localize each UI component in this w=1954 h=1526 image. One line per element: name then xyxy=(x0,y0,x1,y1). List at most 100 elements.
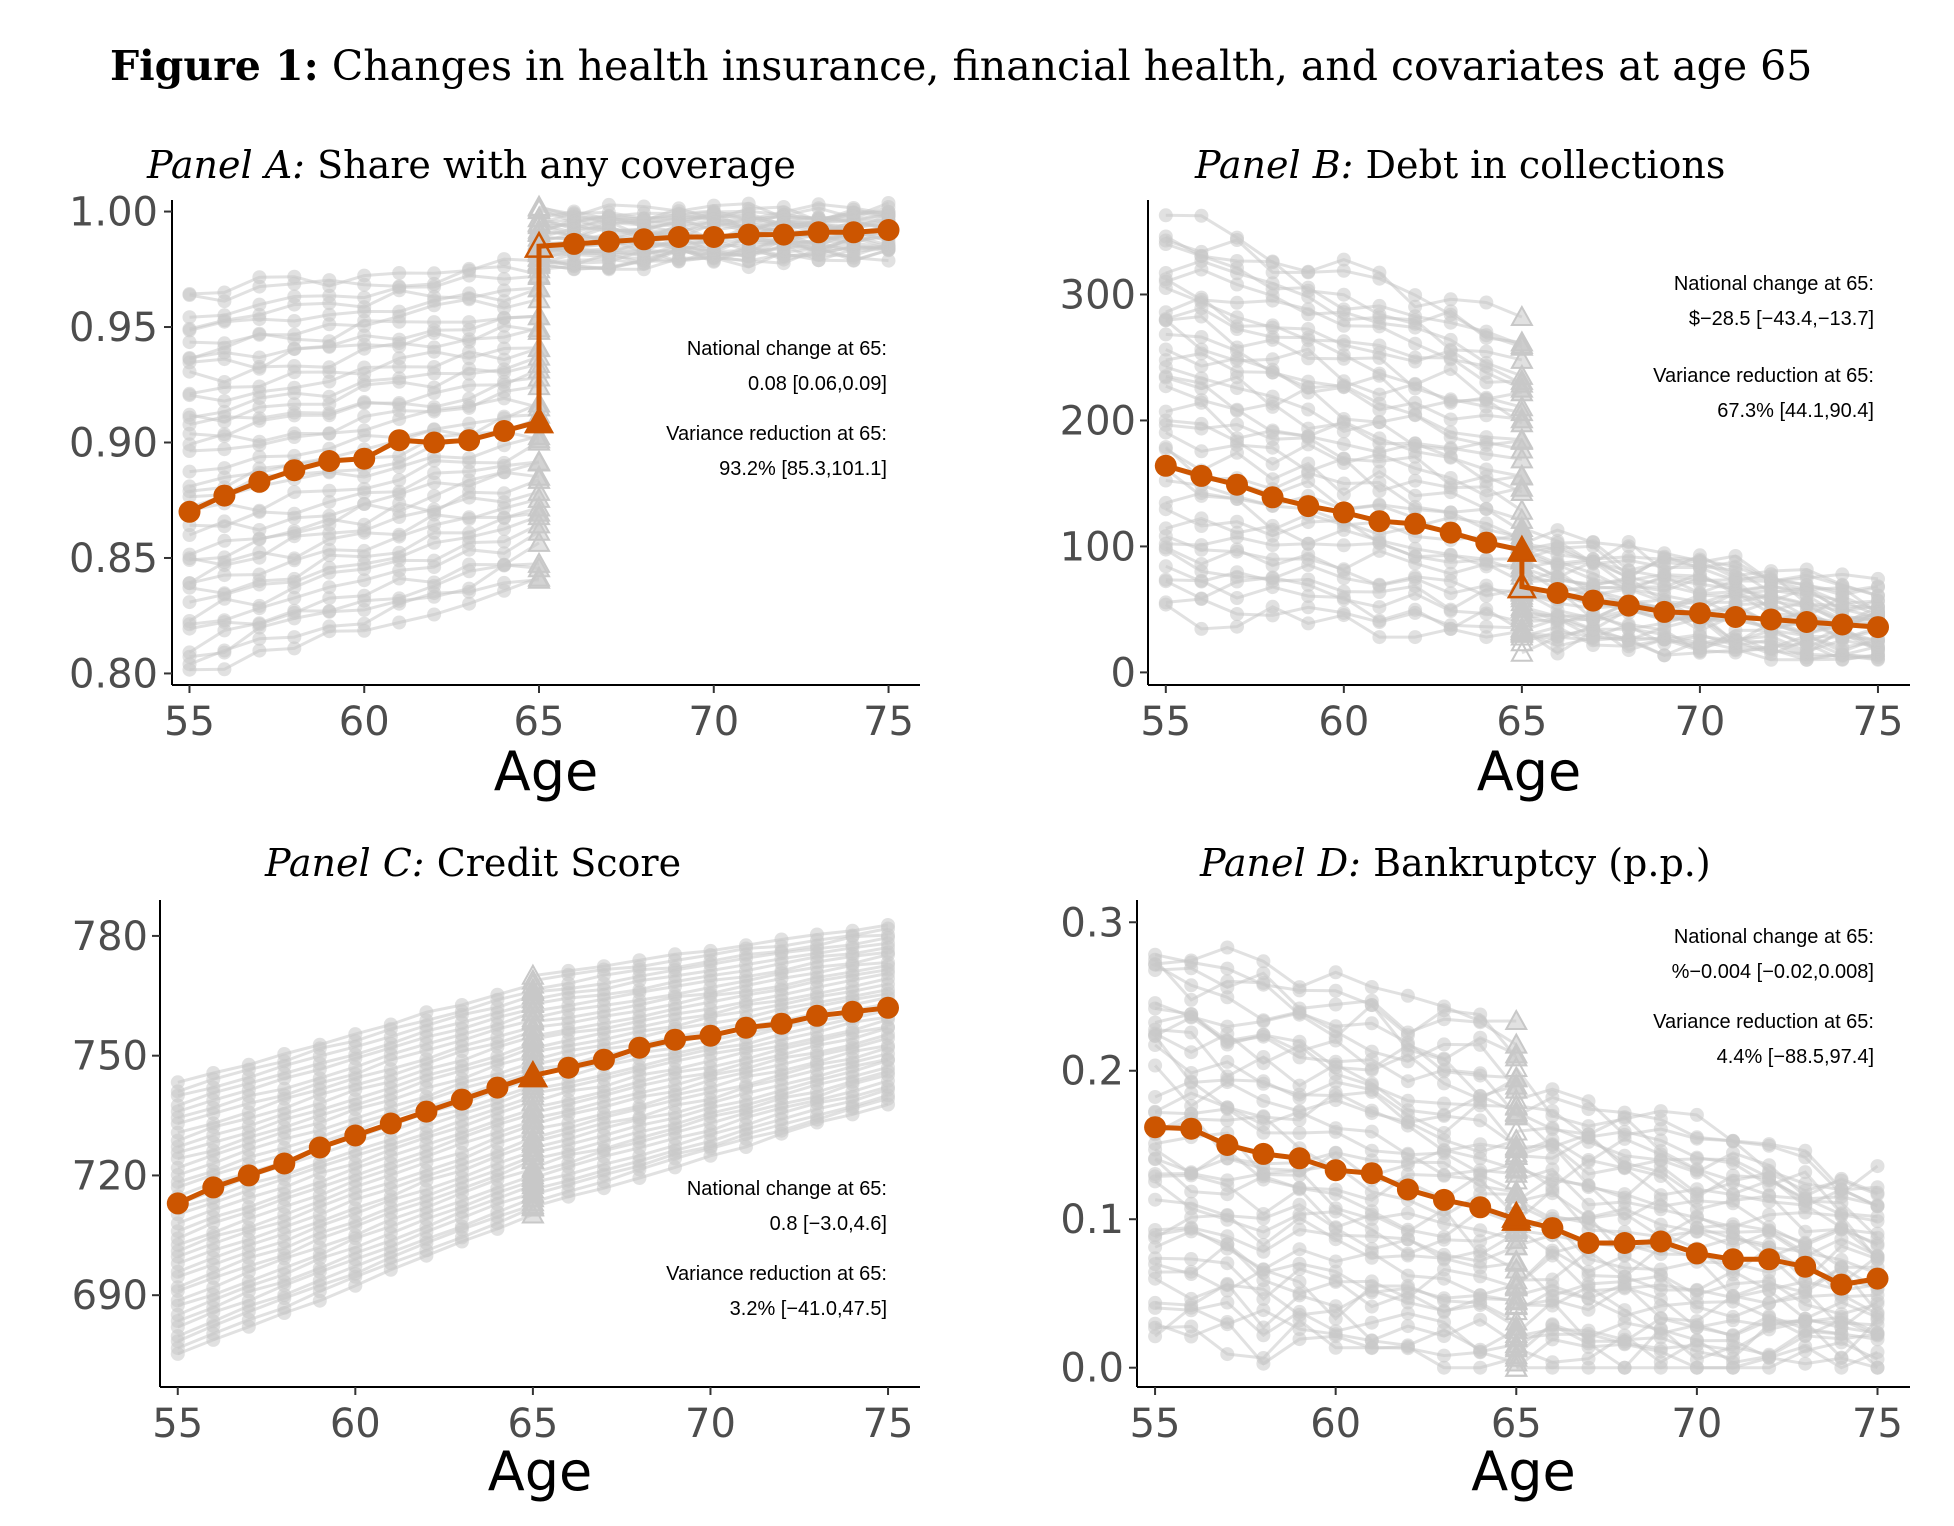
panel-d-state-point xyxy=(1148,1167,1163,1181)
panel-a-state-point xyxy=(392,527,407,542)
panel-b-state-point xyxy=(1194,330,1209,344)
panel-d-state-point xyxy=(1292,1197,1307,1212)
panel-d-state-point xyxy=(1545,1288,1560,1303)
panel-b-state-point xyxy=(1550,534,1565,548)
panel-d-state-point xyxy=(1581,1283,1596,1298)
panel-d-state-point xyxy=(1256,1351,1271,1365)
panel-d-state-point xyxy=(1292,1091,1307,1105)
panel-d-state-point xyxy=(1726,1342,1740,1357)
panel-a-state-point xyxy=(322,560,337,575)
panel-d-state-point xyxy=(1220,1229,1235,1244)
panel-a-state-point xyxy=(427,360,442,374)
panel-a-state-point xyxy=(392,563,407,578)
panel-d-national-point xyxy=(1722,1248,1744,1271)
panel-b-state-point xyxy=(1158,536,1173,551)
panel-d-state-point xyxy=(1148,996,1163,1011)
panel-b-national-point xyxy=(1724,606,1747,628)
panel-a-state-point xyxy=(357,517,372,532)
panel-d-state-point xyxy=(1689,1150,1704,1165)
panel-a-state-point xyxy=(322,360,337,375)
panel-c-national-point xyxy=(735,1016,757,1039)
panel-d-axes: 55 60 65 70 75 0.0 0.1 0.2 0.3 xyxy=(1060,900,1910,1447)
panel-c: Panel C: Credit Score 55 60 65 70 75 690 720 75… xyxy=(72,841,920,1503)
panel-d-state-point xyxy=(1545,1122,1560,1137)
panel-a-state-point xyxy=(287,506,302,521)
panel-a-state-point xyxy=(357,481,372,496)
panel-c-national-point xyxy=(628,1036,651,1059)
panel-d-state-point xyxy=(1726,1173,1740,1188)
panel-a-state-point xyxy=(636,199,651,214)
panel-c-state-point xyxy=(206,1066,221,1080)
panel-d-state-point xyxy=(1726,1289,1740,1304)
panel-d-national-age65-marker-filled xyxy=(1501,1203,1532,1231)
panel-d-state-point xyxy=(1581,1334,1596,1349)
panel-b-state-point xyxy=(1230,295,1244,310)
panel-b-state-point xyxy=(1799,578,1814,592)
panel-a-state-point xyxy=(287,426,302,441)
panel-a-state-point xyxy=(392,504,407,519)
panel-b-title: Panel B: Debt in collections xyxy=(1194,143,1725,187)
panel-b-state-point xyxy=(1158,327,1173,342)
panel-d-state-point xyxy=(1653,1341,1668,1356)
panel-d-state-point xyxy=(1148,1295,1163,1310)
panel-a-state-point xyxy=(497,311,512,326)
panel-d-state-point xyxy=(1581,1167,1596,1181)
panel-b-state-point xyxy=(1158,305,1173,320)
panel-a-state-point xyxy=(392,266,407,280)
panel-d-state-point xyxy=(1364,1222,1379,1237)
panel-a-state-point xyxy=(497,521,512,536)
panel-a-annotation-2-label: Variance reduction at 65: xyxy=(666,423,887,445)
panel-a-state-point xyxy=(427,315,442,330)
panel-d-state-point xyxy=(1256,1225,1271,1239)
panel-a-state-point xyxy=(182,335,197,350)
panel-a-state-point xyxy=(392,332,407,347)
panel-d-state-point xyxy=(1364,1212,1379,1226)
panel-b-state-age65-marker xyxy=(1510,411,1534,433)
panel-b-state-point xyxy=(1301,589,1316,604)
panel-b-state-point xyxy=(1336,302,1351,317)
panel-d-state-point xyxy=(1400,1268,1415,1283)
panel-d-state-point xyxy=(1653,1311,1668,1326)
panel-d-state-point xyxy=(1653,1326,1668,1341)
panel-c-state-point xyxy=(490,987,505,1002)
panel-b-state-point xyxy=(1265,456,1280,471)
panel-a-state-point xyxy=(322,483,337,498)
panel-b-state-point xyxy=(1443,342,1458,357)
panel-d-state-point xyxy=(1617,1281,1632,1296)
panel-b-state-point xyxy=(1408,354,1423,369)
panel-d-state-point xyxy=(1473,1068,1488,1083)
panel-b-state-point xyxy=(1621,539,1636,554)
panel-d-state-point xyxy=(1798,1235,1813,1250)
panel-d-state-point xyxy=(1220,1317,1235,1332)
panel-a-state-point xyxy=(392,591,407,606)
panel-d-state-point xyxy=(1726,1219,1740,1234)
panel-d-state-point xyxy=(1870,1252,1885,1267)
panel-b-state-point xyxy=(1443,505,1458,520)
panel-b-state-point xyxy=(1586,552,1601,567)
panel-d-state-point xyxy=(1581,1119,1596,1134)
panel-a-state-point xyxy=(287,289,302,304)
panel-a-national-point xyxy=(458,429,481,452)
panel-d-state-point xyxy=(1364,1143,1379,1158)
panel-a-state-point xyxy=(252,270,267,285)
panel-a-state-point xyxy=(182,410,197,425)
panel-a-state-point xyxy=(287,551,302,566)
panel-d-state-point xyxy=(1328,1220,1343,1235)
panel-a-state-point xyxy=(357,423,372,438)
panel-b-state-point xyxy=(1158,208,1173,223)
panel-d-state-point xyxy=(1437,1064,1451,1079)
panel-b-state-point xyxy=(1408,549,1423,564)
panel-c-y-tick-label: 750 xyxy=(72,1034,148,1080)
panel-b-x-tick-label: 75 xyxy=(1853,699,1904,745)
panel-d-state-point xyxy=(1292,1332,1307,1347)
panel-d-state-point xyxy=(1545,1108,1560,1123)
panel-d-state-point xyxy=(1653,1283,1668,1297)
panel-d-national-point xyxy=(1794,1255,1817,1278)
panel-b-state-point xyxy=(1336,476,1351,491)
panel-d-state-point xyxy=(1545,1272,1560,1287)
panel-d-state-point xyxy=(1689,1107,1704,1122)
panel-a-state-point xyxy=(497,557,512,572)
panel-d-state-point xyxy=(1364,1242,1379,1256)
panel-c-state-point xyxy=(206,1116,221,1131)
panel-b-title-prefix: Panel B: xyxy=(1194,143,1353,187)
